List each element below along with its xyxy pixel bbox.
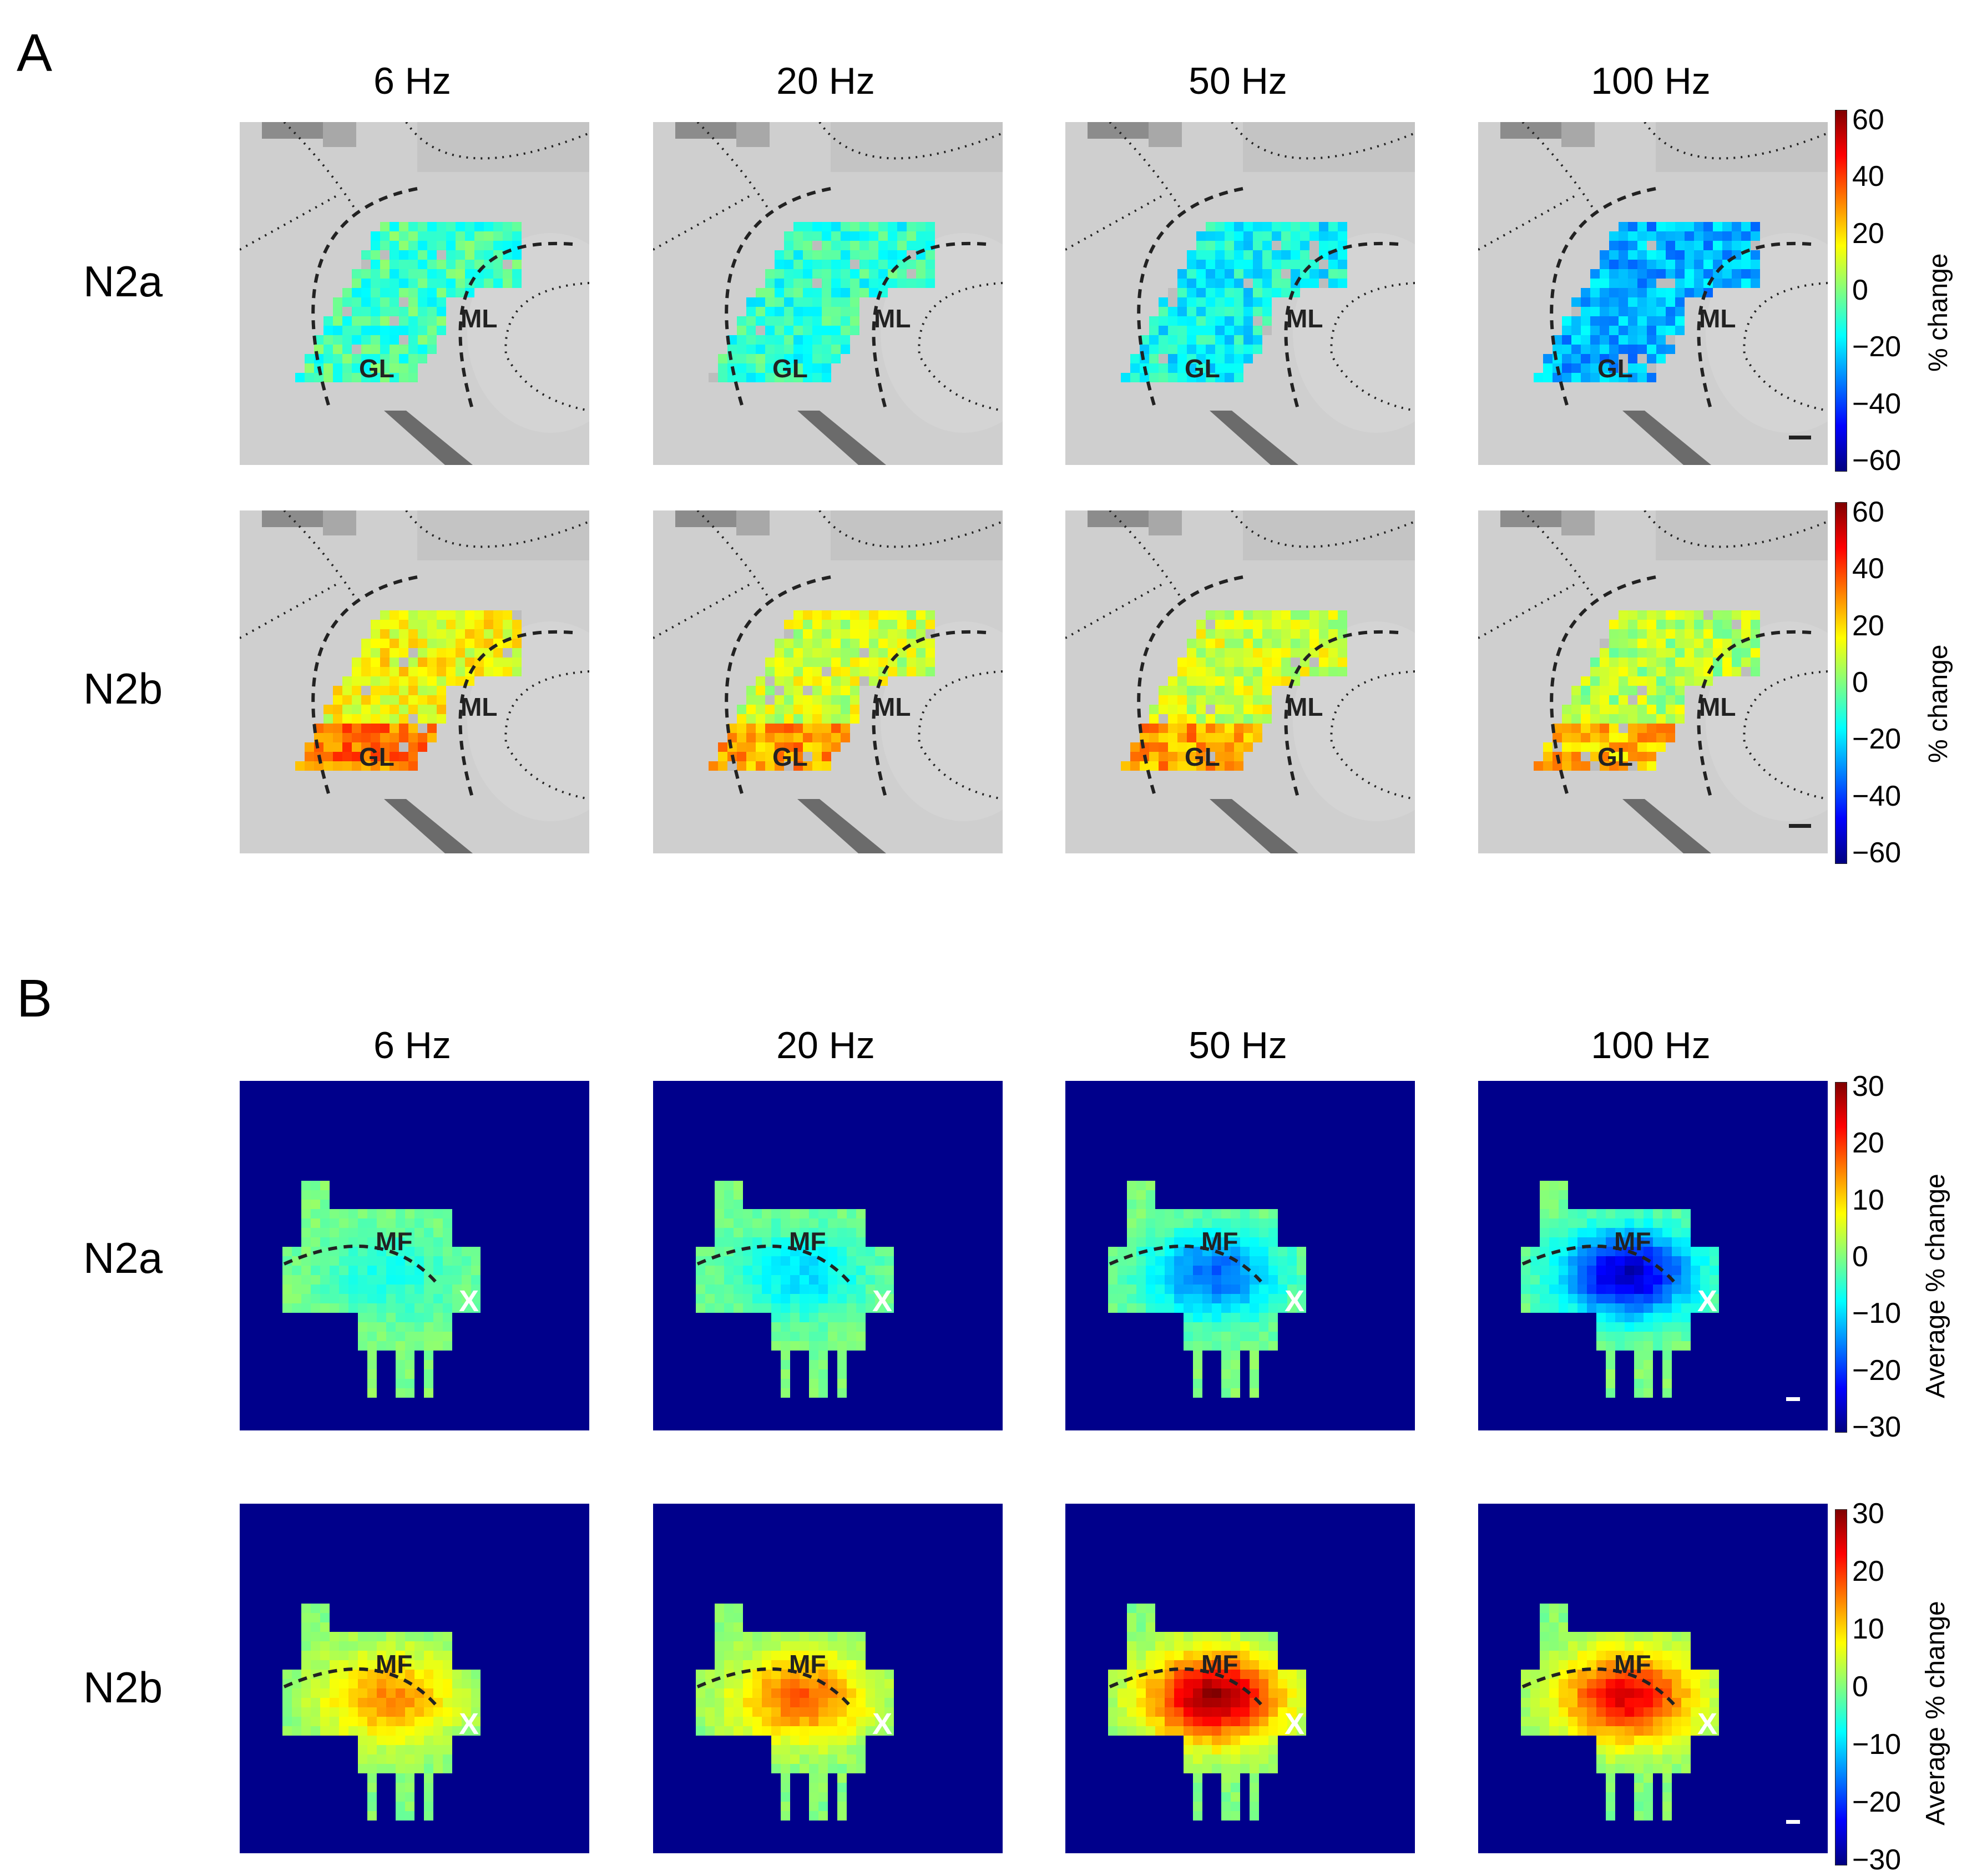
panel-b-n2a-20hz-map: MF X	[653, 1081, 1003, 1430]
ml-label: ML	[874, 304, 911, 333]
panel-b-n2a-6hz-map: MF X	[240, 1081, 589, 1430]
panel-a-row-label-n2b: N2b	[83, 664, 163, 713]
panel-b-colorbar-tick: −20	[1852, 1354, 1902, 1387]
ml-label: ML	[1699, 692, 1736, 721]
panel-a-col-title-6hz: 6 Hz	[373, 60, 451, 102]
panel-a-col-title-20hz: 20 Hz	[776, 60, 875, 102]
panel-a-colorbar-tick: 0	[1852, 666, 1868, 699]
panel-a-n2a-colorbar-label: % change	[1924, 253, 1953, 372]
panel-b-colorbar-tick: 0	[1852, 1671, 1868, 1703]
panel-a-colorbar-tick: −60	[1852, 837, 1902, 869]
panel-a-col-title-100hz: 100 Hz	[1591, 60, 1711, 102]
panel-b-colorbar-tick: −30	[1852, 1844, 1902, 1876]
panel-b-n2b-50hz-map: MF X	[1065, 1504, 1415, 1853]
panel-b-colorbar-tick: 20	[1852, 1555, 1884, 1587]
ml-label: ML	[461, 692, 497, 721]
panel-b-n2b-colorbar	[1835, 1509, 1847, 1865]
panel-a-colorbar-tick: 20	[1852, 217, 1884, 250]
panel-b-colorbar-tick: −30	[1852, 1411, 1902, 1443]
panel-b-colorbar-tick: 30	[1852, 1498, 1884, 1530]
panel-b-n2a-100hz-map: MF X	[1478, 1081, 1828, 1430]
panel-a-n2a-50hz-map: ML GL	[1065, 122, 1415, 465]
mf-label: MF	[789, 1227, 826, 1256]
panel-b-n2a-colorbar-label: Average % change	[1921, 1174, 1950, 1398]
panel-a-colorbar-tick: −40	[1852, 387, 1902, 420]
gl-label: GL	[1185, 742, 1220, 771]
panel-a-col-title-50hz: 50 Hz	[1189, 60, 1287, 102]
mf-label: MF	[1614, 1650, 1651, 1678]
panel-a-colorbar-tick: 20	[1852, 609, 1884, 642]
panel-b-colorbar-tick: −10	[1852, 1728, 1902, 1761]
panel-b-col-title-100hz: 100 Hz	[1591, 1024, 1711, 1066]
panel-a-colorbar-tick: −20	[1852, 331, 1902, 363]
panel-b-colorbar-tick: −10	[1852, 1297, 1902, 1330]
gl-label: GL	[359, 742, 395, 771]
panel-b-n2b-20hz-map: MF X	[653, 1504, 1003, 1853]
panel-a-n2b-50hz-map: ML GL	[1065, 510, 1415, 853]
panel-b-colorbar-tick: 30	[1852, 1070, 1884, 1103]
panel-b-n2b-colorbar-label: Average % change	[1921, 1601, 1950, 1826]
ml-label: ML	[461, 304, 497, 333]
panel-a-n2b-colorbar-label: % change	[1924, 644, 1953, 763]
gl-label: GL	[359, 354, 395, 383]
panel-b-n2b-100hz-map: MF X	[1478, 1504, 1828, 1853]
x-label: X	[872, 1707, 892, 1741]
x-label: X	[1697, 1285, 1717, 1318]
panel-a-n2b-20hz-map: ML GL	[653, 510, 1003, 853]
panel-b-colorbar-tick: −20	[1852, 1786, 1902, 1818]
panel-b-col-title-6hz: 6 Hz	[373, 1024, 451, 1066]
mf-label: MF	[1614, 1227, 1651, 1256]
gl-label: GL	[1597, 354, 1633, 383]
panel-b-colorbar-tick: 10	[1852, 1184, 1884, 1216]
gl-label: GL	[1185, 354, 1220, 383]
panel-a-n2a-20hz-map: ML GL	[653, 122, 1003, 465]
panel-a-letter: A	[17, 23, 53, 83]
panel-b-col-title-50hz: 50 Hz	[1189, 1024, 1287, 1066]
x-label: X	[1697, 1707, 1717, 1741]
panel-a-colorbar-tick: 60	[1852, 496, 1884, 528]
panel-a-colorbar-tick: 40	[1852, 160, 1884, 193]
mf-label: MF	[376, 1650, 412, 1678]
panel-b-row-label-n2b: N2b	[83, 1663, 163, 1712]
x-label: X	[1285, 1285, 1304, 1318]
panel-b-colorbar-tick: 20	[1852, 1127, 1884, 1160]
panel-a-row-label-n2a: N2a	[83, 257, 163, 306]
mf-label: MF	[789, 1650, 826, 1678]
x-label: X	[459, 1285, 479, 1318]
panel-b-n2b-6hz-map: MF X	[240, 1504, 589, 1853]
mf-label: MF	[1201, 1650, 1238, 1678]
ml-label: ML	[874, 692, 911, 721]
panel-b-letter: B	[17, 969, 53, 1028]
panel-a-colorbar-tick: 60	[1852, 104, 1884, 136]
panel-a-n2b-colorbar	[1835, 502, 1847, 864]
ml-label: ML	[1286, 304, 1323, 333]
x-label: X	[459, 1707, 479, 1741]
panel-b-n2a-50hz-map: MF X	[1065, 1081, 1415, 1430]
panel-b-row-label-n2a: N2a	[83, 1233, 163, 1282]
gl-label: GL	[1597, 742, 1633, 771]
panel-a-n2a-6hz-map: ML GL	[240, 122, 589, 465]
panel-b-col-title-20hz: 20 Hz	[776, 1024, 875, 1066]
mf-label: MF	[376, 1227, 412, 1256]
panel-a-colorbar-tick: −60	[1852, 444, 1902, 477]
x-label: X	[872, 1285, 892, 1318]
panel-a-colorbar-tick: 0	[1852, 274, 1868, 306]
panel-b-colorbar-tick: 0	[1852, 1241, 1868, 1273]
panel-b-n2a-colorbar	[1835, 1082, 1847, 1433]
panel-a-n2a-100hz-map: ML GL	[1478, 122, 1828, 465]
mf-label: MF	[1201, 1227, 1238, 1256]
panel-a-colorbar-tick: −40	[1852, 780, 1902, 812]
ml-label: ML	[1699, 304, 1736, 333]
x-label: X	[1285, 1707, 1304, 1741]
ml-label: ML	[1286, 692, 1323, 721]
panel-a-n2a-colorbar	[1835, 110, 1847, 472]
panel-a-n2b-6hz-map: ML GL	[240, 510, 589, 853]
gl-label: GL	[772, 354, 808, 383]
panel-a-n2b-100hz-map: ML GL	[1478, 510, 1828, 853]
panel-a-colorbar-tick: 40	[1852, 553, 1884, 585]
gl-label: GL	[772, 742, 808, 771]
panel-b-colorbar-tick: 10	[1852, 1613, 1884, 1645]
panel-a-colorbar-tick: −20	[1852, 723, 1902, 756]
